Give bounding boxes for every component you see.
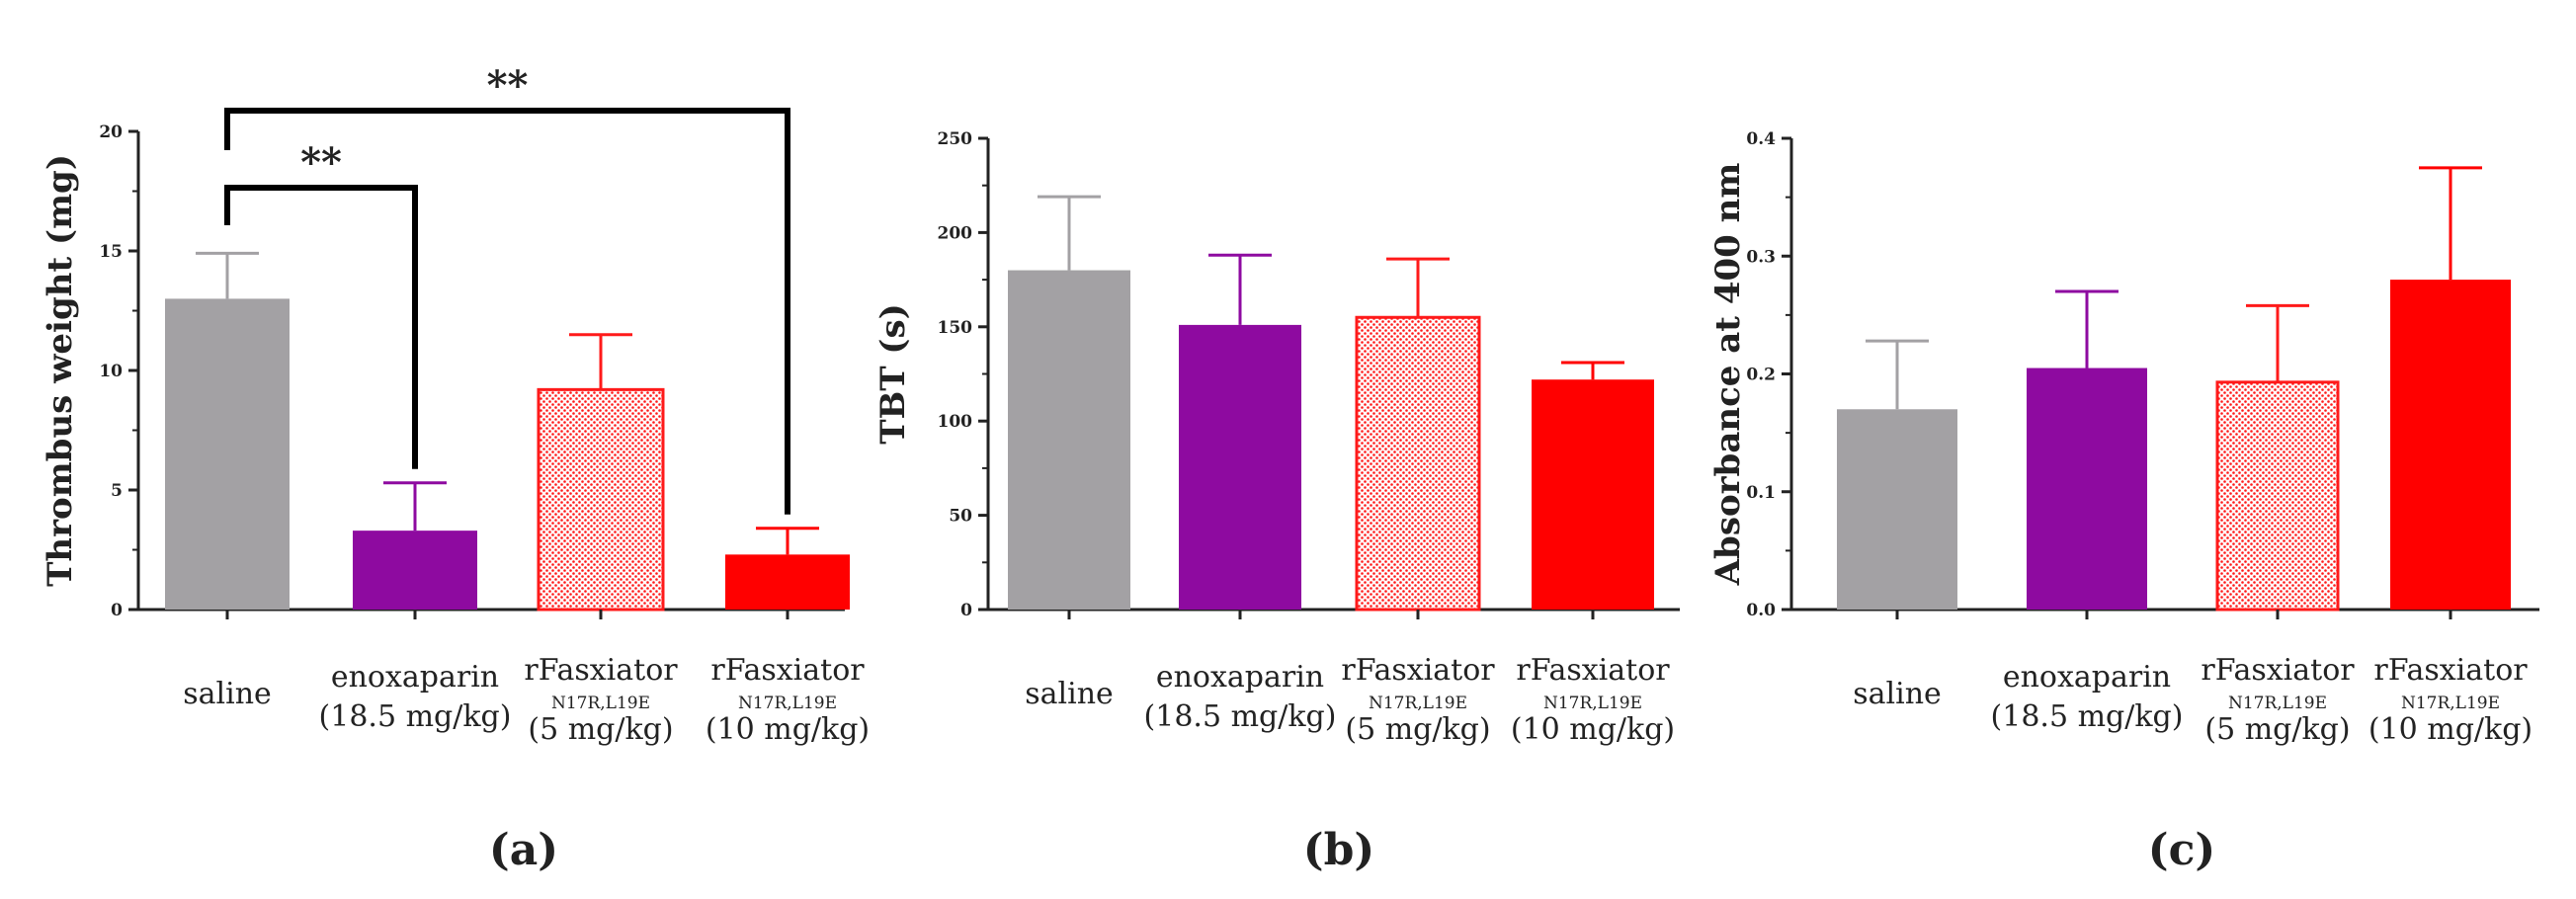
bar-3	[2215, 380, 2340, 612]
category-label: enoxaparin	[331, 660, 499, 695]
significance-bracket	[224, 108, 790, 515]
y-tick-label: 0.1	[1746, 483, 1776, 503]
y-tick-label: 15	[99, 242, 123, 262]
category-label: rFasxiator	[524, 653, 678, 688]
category-label: rFasxiator	[710, 653, 865, 688]
category-label: rFasxiator	[1516, 653, 1670, 688]
y-tick-label: 250	[938, 129, 973, 149]
chart-panel-a: 0 5 10 15 20 Thrombus weight (mg) saline enoxap…	[41, 62, 870, 875]
bar-4	[2390, 280, 2511, 610]
chart-panel-c: 0.0 0.1 0.2 0.3 0.4 Absorbance at 400 nm salin…	[1708, 129, 2539, 875]
bar-2	[2027, 368, 2147, 610]
category-subscript: N17R,L19E	[2228, 694, 2327, 713]
bar-2	[1179, 324, 1301, 610]
category-dose: (5 mg/kg)	[528, 712, 673, 747]
category-subscript: N17R,L19E	[1543, 694, 1642, 713]
category-label: saline	[1025, 677, 1114, 711]
category-dose: (10 mg/kg)	[1511, 712, 1675, 747]
panel-label: (b)	[1303, 825, 1374, 875]
category-label: saline	[183, 677, 272, 711]
y-axis-title: Thrombus weight (mg)	[41, 154, 80, 587]
bar-1	[165, 298, 290, 610]
category-label: enoxaparin	[1156, 660, 1324, 695]
chart-panel-b: 0 50 100 150 200 250 TBT (s) saline enoxaparin (1…	[873, 129, 1680, 875]
bar-1	[1008, 270, 1130, 610]
y-tick-label: 0	[111, 601, 123, 620]
y-tick-label: 20	[99, 123, 123, 142]
category-label: rFasxiator	[2201, 653, 2355, 688]
bar-2	[353, 531, 477, 610]
category-dose: (5 mg/kg)	[2204, 712, 2350, 747]
y-tick-label: 0.2	[1746, 366, 1776, 385]
y-tick-label: 0.3	[1746, 247, 1776, 267]
bar-3	[1355, 315, 1481, 612]
category-label: enoxaparin	[2003, 660, 2171, 695]
category-subscript: N17R,L19E	[551, 694, 650, 713]
category-dose: (18.5 mg/kg)	[319, 699, 512, 734]
y-tick-label: 10	[99, 362, 123, 381]
y-tick-label: 0.0	[1746, 601, 1776, 620]
category-dose: (18.5 mg/kg)	[1144, 699, 1337, 734]
bar-3	[537, 387, 665, 612]
category-subscript: N17R,L19E	[738, 694, 837, 713]
category-subscript: N17R,L19E	[2401, 694, 2500, 713]
y-tick-label: 0	[960, 601, 972, 620]
category-dose: (10 mg/kg)	[706, 712, 870, 747]
panel-label: (a)	[489, 825, 558, 875]
category-dose: (18.5 mg/kg)	[1991, 699, 2184, 734]
y-tick-label: 0.4	[1746, 129, 1776, 149]
y-axis-title: TBT (s)	[873, 303, 913, 445]
category-dose: (10 mg/kg)	[2368, 712, 2533, 747]
y-tick-label: 100	[938, 412, 973, 432]
y-tick-label: 50	[949, 507, 972, 527]
panel-label: (c)	[2148, 825, 2215, 875]
category-dose: (5 mg/kg)	[1345, 712, 1490, 747]
bar-1	[1837, 409, 1957, 610]
category-label: rFasxiator	[1341, 653, 1495, 688]
significance-label: **	[300, 139, 342, 186]
y-tick-label: 150	[938, 318, 973, 338]
category-label: rFasxiator	[2373, 653, 2528, 688]
y-axis-title: Absorbance at 400 nm	[1708, 163, 1748, 587]
category-label: saline	[1853, 677, 1942, 711]
significance-bracket	[224, 185, 418, 469]
bar-4	[725, 554, 850, 610]
y-tick-label: 200	[938, 223, 973, 243]
category-subscript: N17R,L19E	[1369, 694, 1467, 713]
y-tick-label: 5	[111, 481, 123, 501]
significance-label: **	[487, 62, 529, 109]
bar-4	[1532, 379, 1654, 610]
